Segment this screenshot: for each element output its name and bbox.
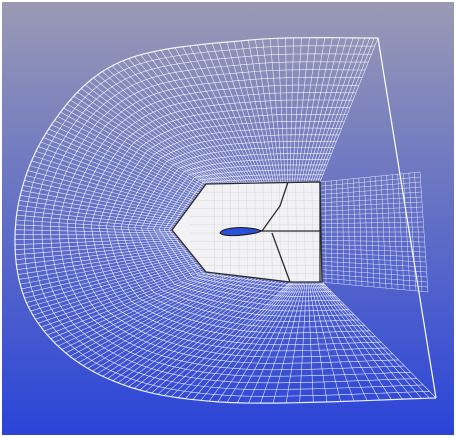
core-grid-column [311, 183, 314, 281]
core-grid-column [287, 183, 290, 281]
core-grid-column [279, 183, 281, 281]
core-block-outline [171, 181, 323, 283]
wake-grid-row [319, 186, 422, 195]
mesh-ring-line [120, 134, 360, 322]
upper-block-divider [261, 181, 289, 232]
airfoil-shape [219, 227, 264, 237]
mesh-ring-line [23, 45, 430, 397]
wake-grid-row [319, 256, 427, 263]
mesh-ring-line [82, 99, 387, 352]
core-grid-column [262, 183, 265, 281]
wake-grid-row [319, 252, 426, 258]
wake-grid-row [319, 281, 429, 293]
mesh-ring-line [90, 106, 382, 346]
far-field-outlet-edge [377, 37, 437, 399]
lower-block-divider [271, 232, 291, 283]
mesh-ring-line [32, 53, 424, 390]
mesh-ring-line [58, 77, 405, 371]
wake-grid-row [319, 273, 428, 283]
core-grid-column [303, 183, 306, 281]
wake-grid-row [319, 226, 424, 229]
mesh-ring-line [147, 159, 340, 302]
wake-grid-row [319, 216, 424, 220]
wake-grid-row [319, 176, 421, 187]
wake-grid-row [319, 248, 426, 253]
mesh-ring-line [127, 140, 355, 317]
wake-grid-row [319, 171, 421, 183]
wake-grid-row [319, 206, 423, 212]
mesh-radial-line [321, 281, 437, 399]
wake-grid-row [319, 196, 422, 204]
mesh-ring-line [106, 121, 370, 334]
wake-grid-row [319, 181, 421, 191]
mesh-ring-line [74, 92, 393, 358]
core-grid-column [295, 183, 298, 281]
mesh-ring-line [66, 84, 399, 364]
mesh-ring-line [153, 164, 336, 297]
wake-grid-row [319, 240, 425, 243]
mesh-ring-line [14, 37, 437, 404]
wake-grid-row [319, 260, 427, 268]
wake-grid-row [319, 269, 428, 278]
mesh-radial-line [319, 37, 379, 183]
wake-grid-row [319, 265, 427, 273]
mesh-ring-line [168, 178, 325, 285]
mesh-ring-line [134, 147, 350, 312]
computational-mesh [14, 37, 437, 404]
mesh-ring-line [98, 114, 376, 340]
wake-grid-row [319, 277, 428, 288]
wake-grid-row [319, 201, 423, 208]
mesh-ring-line [50, 69, 411, 377]
core-grid-column [270, 183, 273, 281]
wake-grid-row [319, 235, 425, 238]
mesh-ring-line [140, 153, 345, 307]
mesh-ring-line [41, 61, 417, 384]
mesh-ring-line [113, 127, 365, 328]
wake-grid-row [319, 211, 423, 216]
wake-grid-row [319, 221, 424, 224]
wake-grid-row [319, 191, 422, 199]
mesh-ring-line [158, 169, 332, 293]
wake-grid-row [319, 244, 426, 248]
mesh-block-boundaries [171, 181, 323, 283]
mesh-ring-line [163, 174, 328, 289]
